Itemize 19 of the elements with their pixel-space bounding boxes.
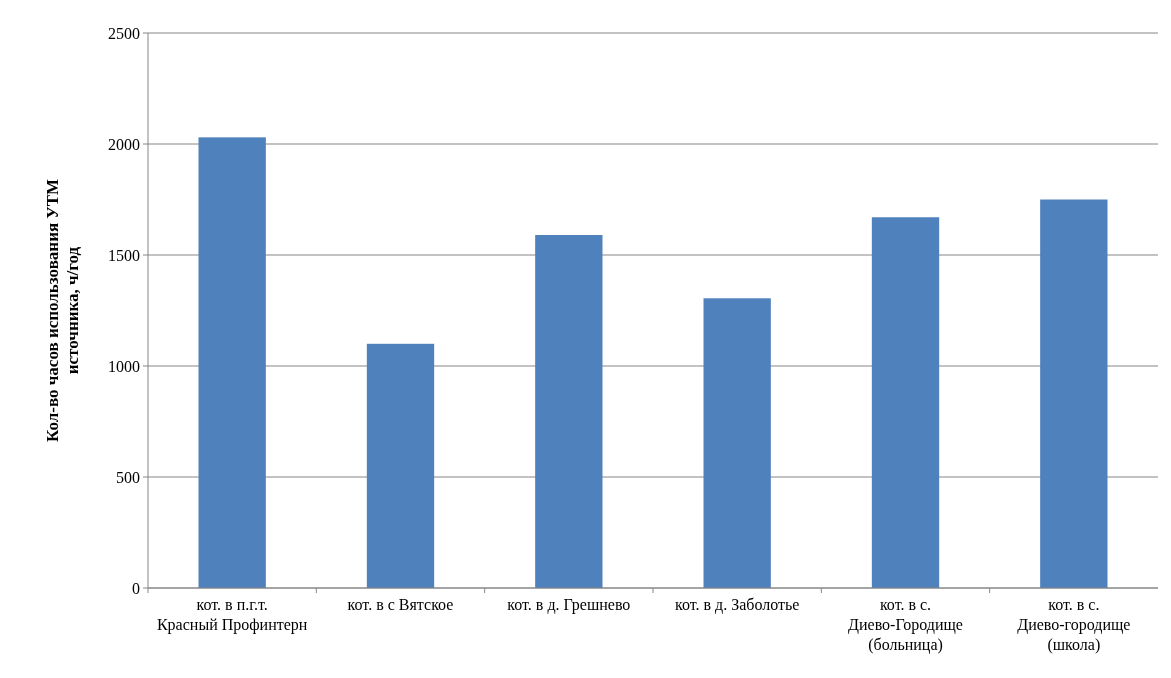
- bar: [198, 137, 266, 588]
- y-axis-title: Кол-во часов использования УТМ источника, ч/год: [43, 178, 82, 443]
- bar: [535, 235, 603, 588]
- y-tick-label: 2000: [108, 135, 140, 153]
- y-tick-label: 0: [132, 579, 140, 597]
- bar: [1040, 199, 1108, 588]
- x-tick-label: кот. в с. Диево-городище (школа): [1017, 596, 1131, 654]
- bar: [366, 343, 435, 588]
- x-tick-label: кот. в д. Заболотье: [674, 596, 800, 614]
- y-tick-label: 1000: [108, 357, 140, 375]
- x-tick-label: кот. в д. Грешнево: [507, 596, 631, 614]
- x-tick-label: кот. в п.г.т. Красный Профинтерн: [156, 596, 308, 634]
- bar: [703, 298, 771, 588]
- y-tick-label: 2500: [108, 24, 140, 42]
- x-tick-label: кот. в с. Диево-Городище (больница): [848, 596, 963, 654]
- y-tick-label: 1500: [108, 246, 140, 264]
- x-tick-label: кот. в с Вятское: [347, 596, 454, 613]
- y-tick-label: 500: [116, 468, 140, 486]
- bar: [871, 217, 940, 588]
